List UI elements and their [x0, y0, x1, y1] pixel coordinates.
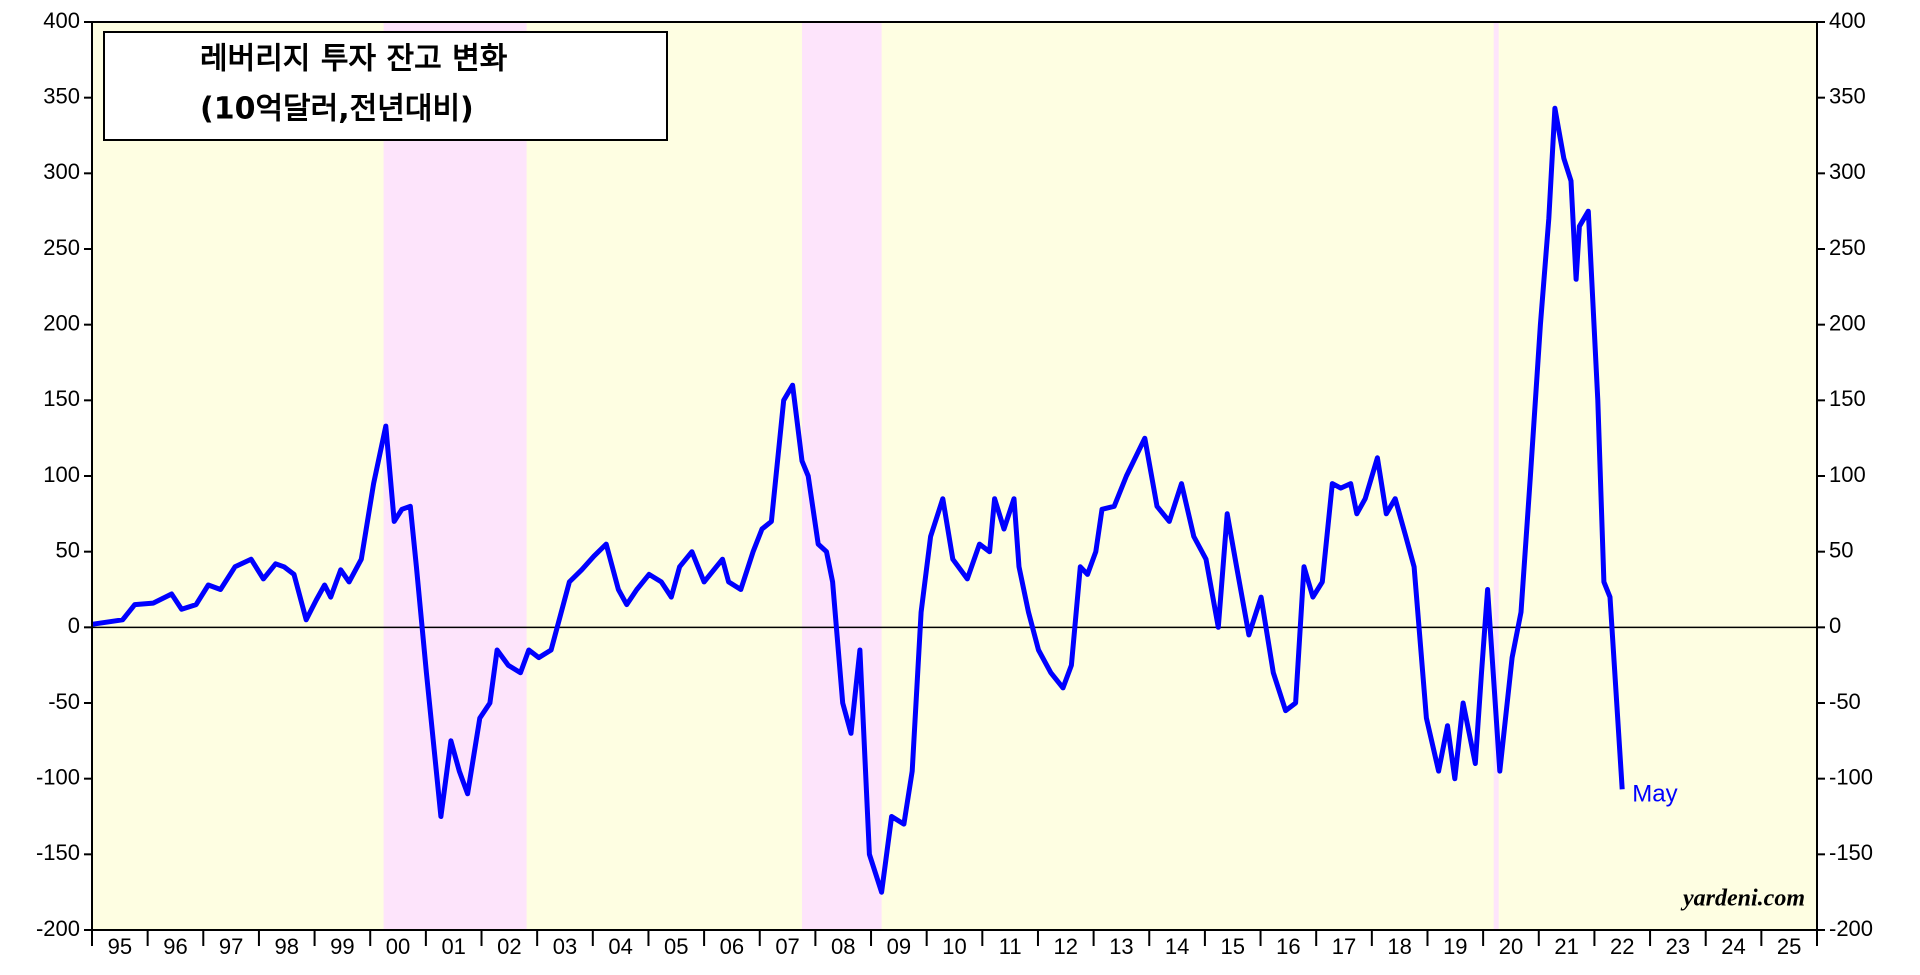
- shaded-period: [802, 22, 882, 930]
- y-tick-label-right: 300: [1829, 159, 1866, 184]
- y-tick-label-left: 300: [43, 159, 80, 184]
- y-tick-label-left: 400: [43, 8, 80, 33]
- y-tick-label-left: 250: [43, 235, 80, 260]
- y-tick-label-left: -150: [36, 840, 80, 865]
- y-tick-label-left: 350: [43, 83, 80, 108]
- chart-title: 레버리지 투자 잔고 변화: [200, 42, 508, 77]
- y-tick-label-right: -50: [1829, 689, 1861, 714]
- y-tick-label-left: 150: [43, 386, 80, 411]
- x-tick-label: 00: [386, 934, 410, 959]
- y-tick-label-right: 350: [1829, 83, 1866, 108]
- x-tick-label: 19: [1443, 934, 1467, 959]
- y-tick-label-right: -150: [1829, 840, 1873, 865]
- x-tick-label: 95: [108, 934, 132, 959]
- x-tick-label: 24: [1721, 934, 1745, 959]
- x-tick-label: 05: [664, 934, 688, 959]
- plot-frame: [91, 21, 1818, 931]
- data-line: [91, 105, 1625, 895]
- x-tick-label: 16: [1276, 934, 1300, 959]
- x-tick-label: 07: [775, 934, 799, 959]
- y-tick-label-left: 50: [56, 537, 80, 562]
- x-tick-label: 96: [163, 934, 187, 959]
- plot-background-group: [92, 22, 1817, 930]
- x-tick-label: 03: [553, 934, 577, 959]
- y-tick-label-right: 100: [1829, 462, 1866, 487]
- end-annotation: May: [1632, 781, 1677, 808]
- y-tick-label-right: 50: [1829, 537, 1853, 562]
- shaded-period: [383, 22, 527, 930]
- x-tick-label: 97: [219, 934, 243, 959]
- shaded-period: [1493, 22, 1499, 930]
- title-box: [103, 31, 668, 141]
- plot-background: [92, 22, 1817, 930]
- y-tick-label-left: 100: [43, 462, 80, 487]
- x-tick-label: 02: [497, 934, 521, 959]
- y-tick-label-right: 200: [1829, 310, 1866, 335]
- x-tick-label: 08: [831, 934, 855, 959]
- x-tick-label: 13: [1109, 934, 1133, 959]
- y-tick-label-left: -50: [48, 689, 80, 714]
- x-tick-label: 11: [999, 934, 1022, 959]
- x-tick-label: 15: [1220, 934, 1244, 959]
- x-tick-label: 09: [887, 934, 911, 959]
- source-label: yardeni.com: [1680, 886, 1805, 912]
- y-tick-label-right: 0: [1829, 613, 1841, 638]
- y-tick-label-right: 250: [1829, 235, 1866, 260]
- x-tick-label: 12: [1054, 934, 1078, 959]
- x-tick-label: 06: [720, 934, 744, 959]
- x-tick-label: 18: [1387, 934, 1411, 959]
- x-tick-label: 98: [275, 934, 299, 959]
- y-tick-label-left: -100: [36, 764, 80, 789]
- x-tick-label: 25: [1777, 934, 1801, 959]
- chart-subtitle: (10억달러,전년대비): [200, 92, 474, 127]
- x-tick-label: 17: [1332, 934, 1356, 959]
- y-tick-label-right: 150: [1829, 386, 1866, 411]
- x-tick-label: 04: [608, 934, 632, 959]
- x-tick-label: 14: [1165, 934, 1189, 959]
- y-tick-label-left: 200: [43, 310, 80, 335]
- y-tick-label-left: 0: [68, 613, 80, 638]
- y-tick-label-right: 400: [1829, 8, 1866, 33]
- y-tick-label-right: -200: [1829, 916, 1873, 941]
- x-tick-label: 20: [1499, 934, 1523, 959]
- x-tick-label: 23: [1666, 934, 1690, 959]
- x-tick-label: 21: [1554, 934, 1578, 959]
- x-tick-label: 10: [942, 934, 966, 959]
- y-tick-label-right: -100: [1829, 764, 1873, 789]
- y-tick-label-left: -200: [36, 916, 80, 941]
- x-tick-label: 22: [1610, 934, 1634, 959]
- x-tick-label: 01: [441, 934, 465, 959]
- x-tick-label: 99: [330, 934, 354, 959]
